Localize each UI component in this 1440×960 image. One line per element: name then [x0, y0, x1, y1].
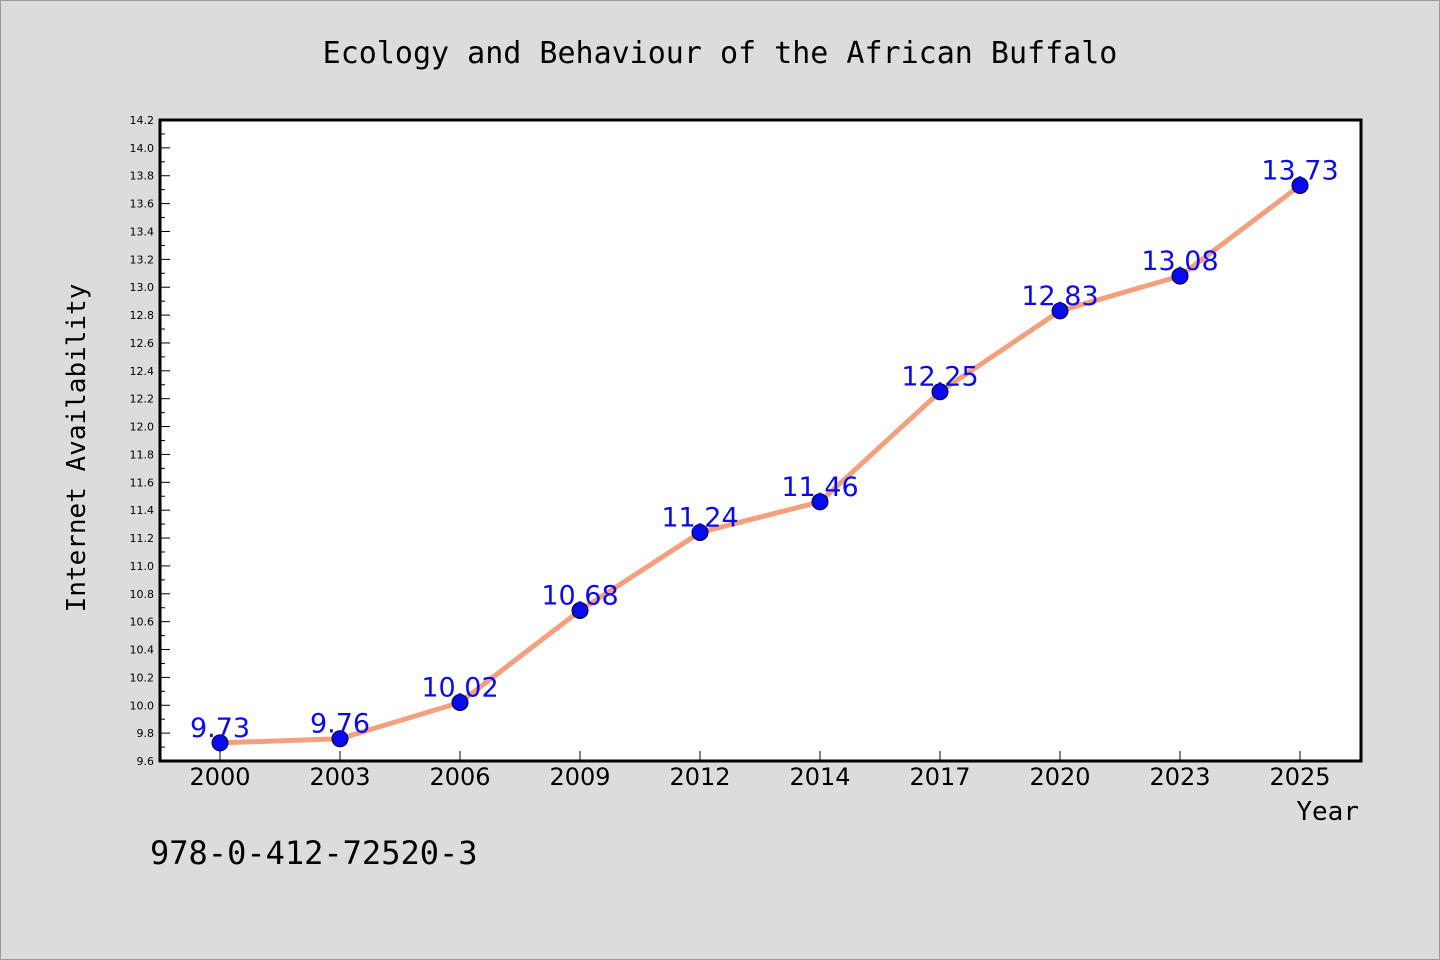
y-tick-label: 14.0 — [130, 142, 155, 155]
y-tick-label: 10.4 — [130, 644, 155, 657]
y-axis-label: Internet Availability — [62, 284, 92, 613]
y-axis: 9.6 9.8 10.0 10.2 10.4 10.6 10.8 11.0 11.2 11.4 11… — [130, 114, 170, 768]
data-label: 12.83 — [1021, 281, 1098, 312]
data-labels: 9.73 9.76 10.02 10.68 11.24 11.46 12.25 12.83 13… — [190, 155, 1339, 743]
data-point — [571, 602, 589, 620]
x-axis-label: Year — [1296, 797, 1359, 827]
data-point — [1171, 267, 1189, 285]
y-tick-label: 11.0 — [130, 560, 155, 573]
y-tick-label: 13.6 — [130, 198, 155, 211]
y-tick-label: 10.8 — [130, 588, 155, 601]
y-tick-label: 12.0 — [130, 421, 155, 434]
data-label: 10.68 — [541, 581, 618, 612]
y-tick-label: 13.2 — [130, 253, 155, 266]
chart-title: Ecology and Behaviour of the African Buf… — [323, 36, 1118, 71]
x-tick-label: 2006 — [429, 763, 490, 791]
data-point — [931, 383, 949, 401]
data-label: 12.25 — [901, 362, 978, 393]
y-tick-label: 11.6 — [130, 476, 155, 489]
data-markers — [211, 176, 1309, 752]
x-tick-label: 2014 — [789, 763, 850, 791]
data-point — [1051, 302, 1069, 320]
y-tick-label: 13.4 — [130, 225, 155, 238]
y-tick-label: 12.2 — [130, 393, 155, 406]
x-tick-label: 2012 — [669, 763, 730, 791]
data-label: 13.73 — [1261, 155, 1338, 186]
data-point — [211, 734, 229, 752]
y-tick-label: 12.6 — [130, 337, 155, 350]
data-label: 11.24 — [661, 502, 738, 533]
data-point — [691, 523, 709, 541]
x-tick-label: 2003 — [309, 763, 370, 791]
x-tick-label: 2017 — [909, 763, 970, 791]
x-tick-label: 2020 — [1029, 763, 1090, 791]
x-tick-label: 2009 — [549, 763, 610, 791]
x-axis: 2000 2003 2006 2009 2012 2014 2017 2020 2023 2025 — [189, 751, 1331, 791]
y-tick-label: 9.8 — [137, 727, 155, 740]
data-label: 10.02 — [421, 672, 498, 703]
data-label: 11.46 — [781, 472, 858, 503]
footnote-isbn: 978-0-412-72520-3 — [150, 834, 478, 872]
data-point — [811, 493, 829, 511]
data-label: 9.73 — [190, 713, 250, 744]
y-tick-label: 9.6 — [137, 755, 155, 768]
x-tick-label: 2025 — [1269, 763, 1330, 791]
y-tick-label: 11.8 — [130, 448, 155, 461]
series-line — [217, 182, 1303, 746]
y-tick-label: 10.6 — [130, 616, 155, 629]
data-point — [331, 730, 349, 748]
data-point — [451, 693, 469, 711]
data-label: 9.76 — [310, 709, 370, 740]
y-tick-label: 11.2 — [130, 532, 155, 545]
plot-area — [158, 118, 1363, 763]
y-tick-label: 11.4 — [130, 504, 155, 517]
y-tick-label: 12.4 — [130, 365, 155, 378]
y-tick-label: 13.0 — [130, 281, 155, 294]
y-tick-label: 13.8 — [130, 170, 155, 183]
data-label: 13.08 — [1141, 246, 1218, 277]
x-tick-label: 2000 — [189, 763, 250, 791]
x-tick-label: 2023 — [1149, 763, 1210, 791]
y-tick-label: 10.0 — [130, 699, 155, 712]
data-point — [1291, 176, 1309, 194]
y-tick-label: 10.2 — [130, 671, 155, 684]
y-tick-label: 14.2 — [130, 114, 155, 127]
y-tick-label: 12.8 — [130, 309, 155, 322]
